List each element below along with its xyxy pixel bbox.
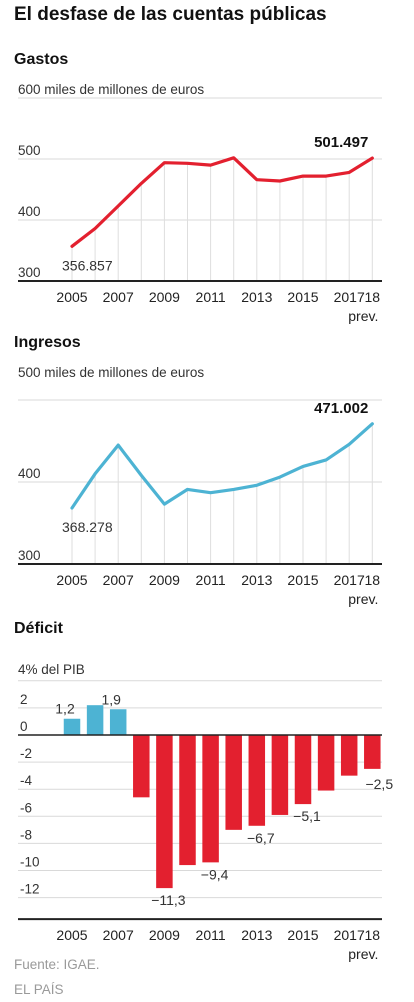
- gastos-x-tick: 2005: [56, 289, 87, 305]
- deficit-bar: [156, 735, 173, 889]
- deficit-data-label: −11,3: [151, 892, 186, 908]
- deficit-y-tick: -2: [20, 746, 32, 761]
- gastos-title: Gastos: [14, 51, 68, 68]
- deficit-bar: [248, 735, 266, 826]
- publisher-credit: EL PAÍS: [14, 982, 64, 997]
- ingresos-unit-label: 500 miles de millones de euros: [18, 365, 204, 380]
- source-note: Fuente: IGAE.: [14, 957, 100, 972]
- gastos-y-tick: 400: [18, 204, 41, 219]
- deficit-bar: [340, 735, 358, 776]
- deficit-bar: [317, 735, 335, 791]
- deficit-data-label: 1,2: [55, 701, 75, 717]
- gastos-data-label: 501.497: [314, 134, 368, 151]
- chart-gastos: Gastos 600 miles de millones de euros 50…: [14, 51, 382, 324]
- ingresos-x-tick: 2015: [287, 572, 318, 588]
- deficit-x-tick: 2011: [196, 927, 226, 943]
- deficit-bar: [364, 735, 381, 769]
- ingresos-x-tick: 18: [365, 572, 381, 588]
- deficit-x-tick-sublabel: prev.: [348, 946, 378, 962]
- ingresos-y-tick: 400: [18, 466, 41, 481]
- ingresos-x-tick: 2011: [196, 572, 226, 588]
- deficit-x-tick: 2013: [241, 927, 272, 943]
- deficit-bar: [271, 735, 289, 815]
- deficit-data-label: −6,7: [247, 830, 275, 846]
- ingresos-data-label: 471.002: [314, 400, 368, 417]
- deficit-bar: [109, 709, 127, 735]
- chart-deficit: Déficit 4% del PIB 2 0 -2 -4 -6 -8 -10 -12 1,2 1,…: [14, 620, 393, 962]
- gastos-series-line: [70, 156, 374, 248]
- deficit-y-tick: -10: [20, 855, 40, 870]
- deficit-x-tick: 2005: [56, 927, 87, 943]
- deficit-y-tick: -12: [20, 882, 40, 897]
- chart-ingresos: Ingresos 500 miles de millones de euros …: [14, 334, 382, 607]
- deficit-x-tick: 2017: [334, 927, 365, 943]
- deficit-x-tick: 2015: [287, 927, 318, 943]
- ingresos-x-tick-sublabel: prev.: [348, 591, 378, 607]
- deficit-y-tick: -4: [20, 773, 32, 788]
- deficit-x-tick: 2009: [149, 927, 180, 943]
- deficit-y-tick: 2: [20, 692, 28, 707]
- ingresos-x-tick: 2017: [334, 572, 365, 588]
- gastos-x-tick: 2017: [334, 289, 365, 305]
- deficit-unit-label: 4% del PIB: [18, 662, 85, 677]
- gastos-y-tick: 300: [18, 265, 41, 280]
- ingresos-y-tick: 300: [18, 548, 41, 563]
- gastos-x-tick: 2015: [287, 289, 318, 305]
- gastos-y-tick: 500: [18, 143, 41, 158]
- gastos-x-tick: 2013: [241, 289, 272, 305]
- deficit-bar: [86, 705, 104, 735]
- deficit-data-label: −9,4: [201, 866, 229, 882]
- ingresos-x-tick: 2013: [241, 572, 272, 588]
- gastos-x-tick: 2007: [103, 289, 134, 305]
- deficit-bar: [202, 735, 219, 863]
- gastos-x-tick: 2011: [196, 289, 226, 305]
- deficit-x-tick: 2007: [103, 927, 134, 943]
- ingresos-x-tick: 2005: [56, 572, 87, 588]
- ingresos-data-label: 368.278: [62, 519, 113, 535]
- ingresos-x-tick: 2009: [149, 572, 180, 588]
- deficit-bar: [133, 735, 150, 798]
- ingresos-title: Ingresos: [14, 334, 81, 351]
- deficit-x-tick: 18: [365, 927, 381, 943]
- gastos-unit-label: 600 miles de millones de euros: [18, 82, 204, 97]
- deficit-data-label: 1,9: [101, 691, 121, 707]
- deficit-y-tick: 0: [20, 719, 28, 734]
- deficit-bar: [63, 718, 81, 735]
- deficit-data-label: −5,1: [293, 808, 321, 824]
- gastos-x-tick: 18: [365, 289, 381, 305]
- deficit-bar: [225, 735, 242, 830]
- gastos-x-tick: 2009: [149, 289, 180, 305]
- ingresos-series-line: [70, 422, 374, 510]
- deficit-title: Déficit: [14, 620, 64, 637]
- deficit-bar: [179, 735, 196, 866]
- deficit-data-label: −2,5: [365, 776, 393, 792]
- ingresos-x-tick: 2007: [103, 572, 134, 588]
- deficit-y-tick: -6: [20, 800, 32, 815]
- main-title: El desfase de las cuentas públicas: [14, 4, 327, 25]
- gastos-x-tick-sublabel: prev.: [348, 308, 378, 324]
- deficit-y-tick: -8: [20, 827, 32, 842]
- gastos-data-label: 356.857: [62, 257, 113, 273]
- deficit-bar: [294, 735, 312, 805]
